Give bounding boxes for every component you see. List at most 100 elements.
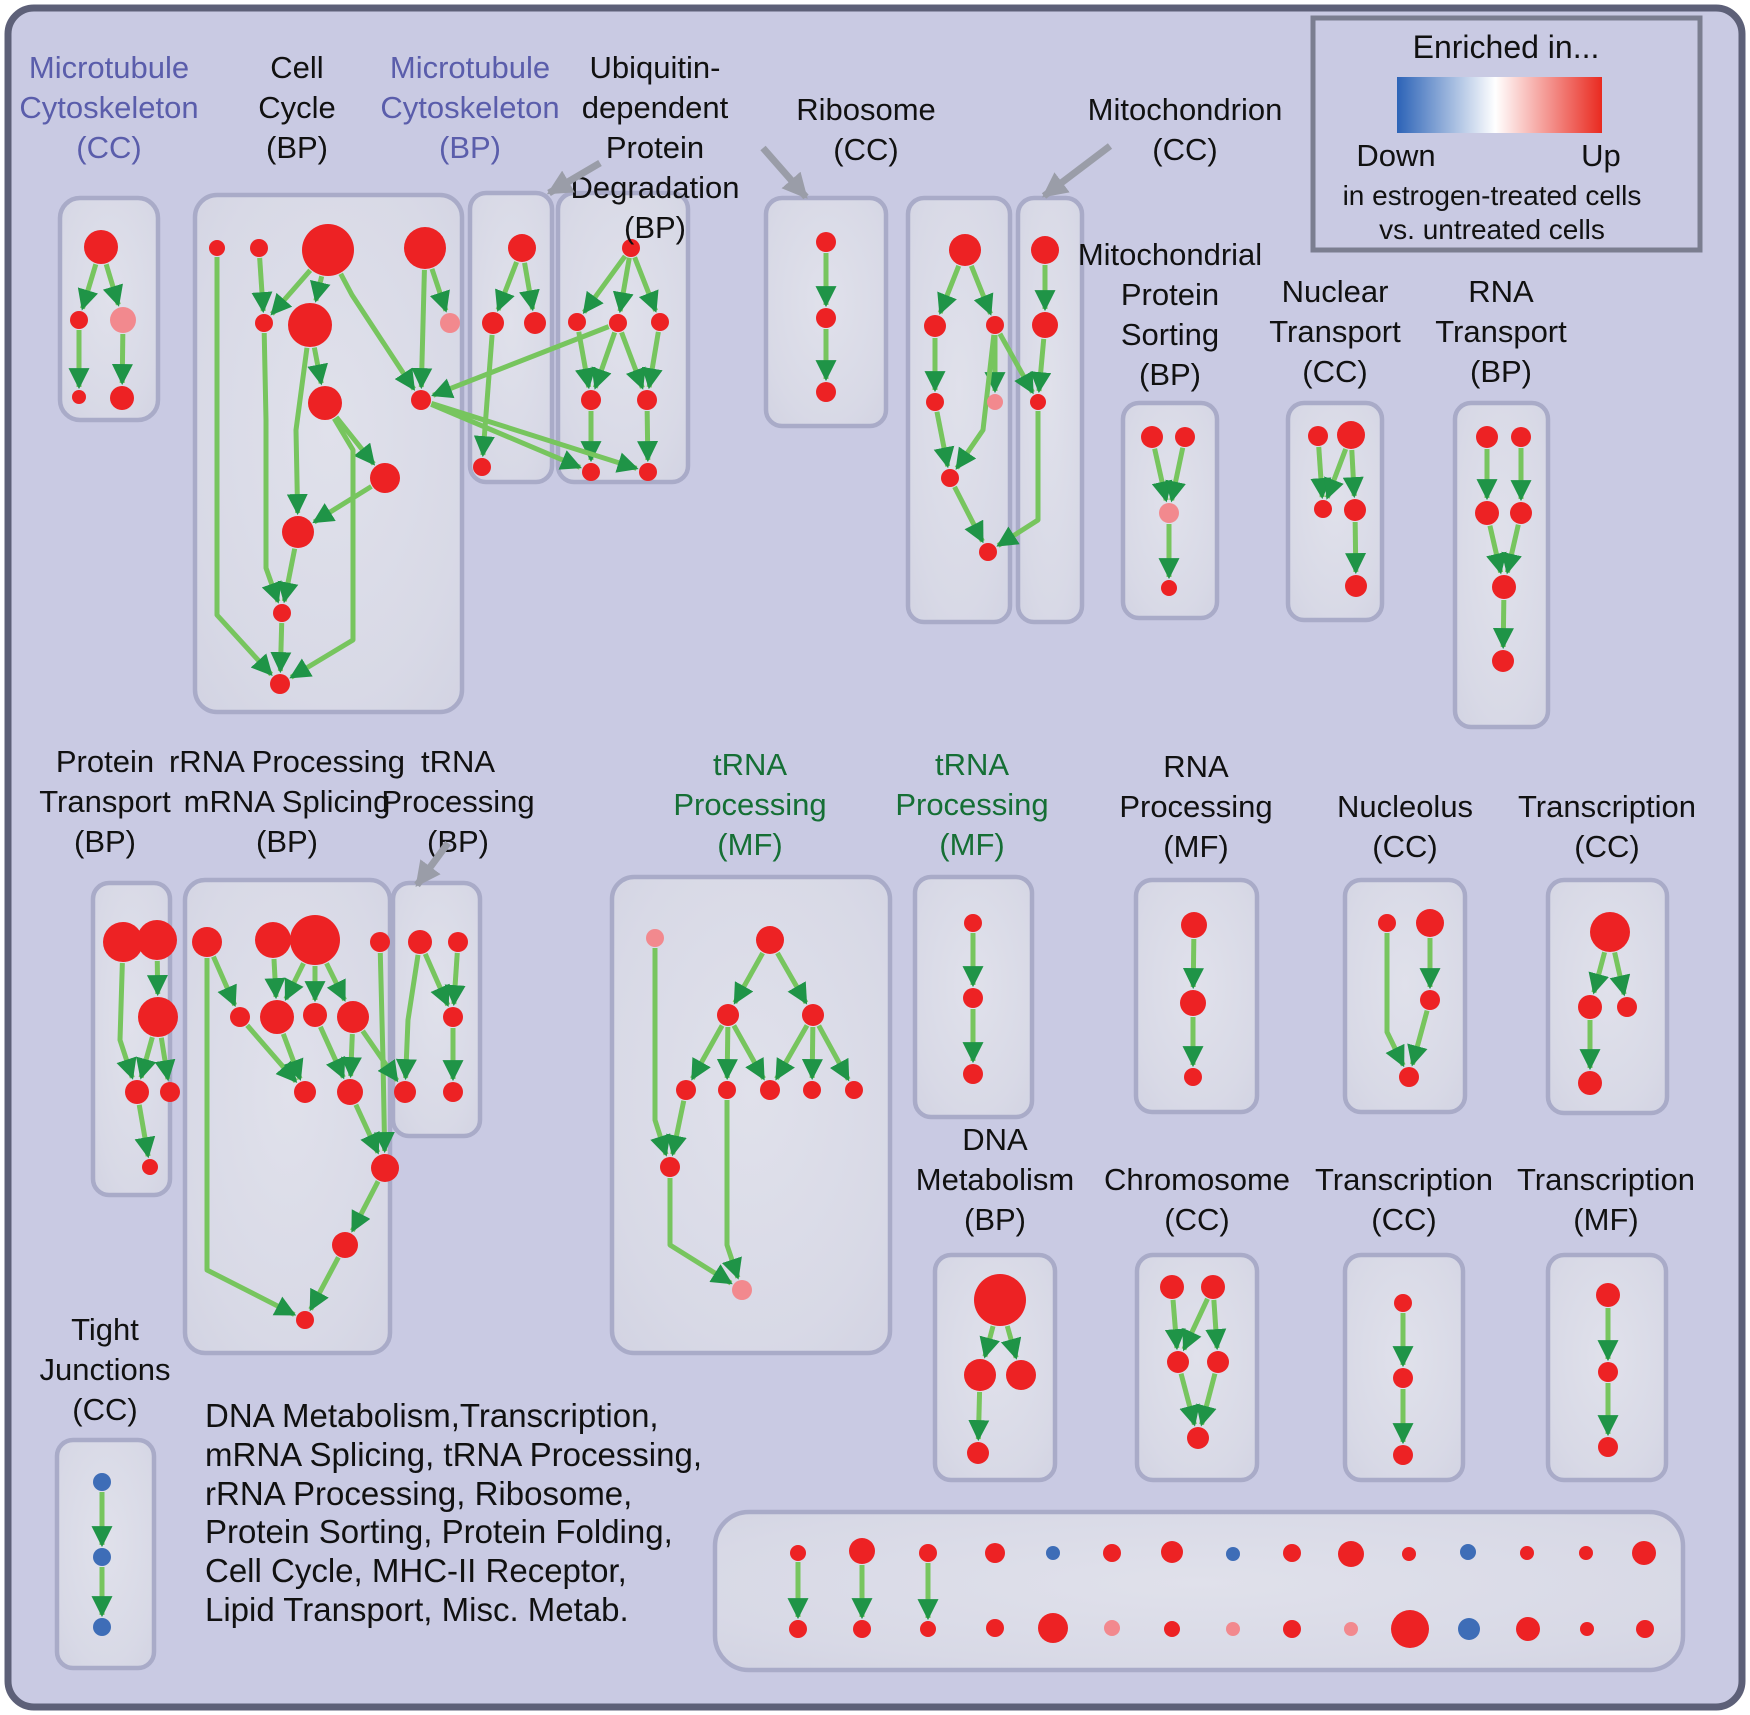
group-label-line: Cell [270,50,323,85]
diagram-layer: Microtubule Cytoskeleton (CC) Cell Cycle (BP)… [19,50,1696,1673]
group-box [90,880,173,1198]
node [337,1001,369,1033]
node [1187,1427,1209,1449]
edge [430,401,582,470]
edge [353,1103,381,1155]
node [926,393,944,411]
node [1492,650,1514,672]
node [1579,1546,1593,1560]
group-rna-transport-bp: RNA Transport (BP) [1435,274,1567,730]
node [93,1548,111,1566]
edge [495,261,519,312]
node [941,469,959,487]
edge [307,347,328,386]
node [270,674,290,694]
group-label-line: mRNA Splicing [184,784,391,819]
group-box [1285,400,1385,623]
group-chromosome-cc: Chromosome (CC) [1104,1162,1290,1483]
node [1394,1294,1412,1312]
misc-cluster-annotation: DNA Metabolism,Transcription, mRNA Splic… [205,1397,702,1628]
group-label-line: Processing [381,784,534,819]
node [473,458,491,476]
node [1337,421,1365,449]
node [1006,1360,1036,1390]
edge [632,256,659,313]
group-label-line: (MF) [1573,1202,1638,1237]
node [160,1082,180,1102]
node [732,1280,752,1300]
node [1399,1067,1419,1087]
group-label-line: Processing [673,787,826,822]
group-label-line: Processing [895,787,1048,822]
group-label-line: (CC) [1302,354,1367,389]
node [717,1004,739,1026]
edge [816,1024,851,1082]
group-tight-junctions-cc: Tight Junctions (CC) [40,1312,170,1671]
node [125,1080,149,1104]
node [1103,1544,1121,1562]
edge [1501,524,1522,575]
group-dna-metabolism-bp: DNA Metabolism (BP) [916,1122,1074,1483]
node [1590,912,1630,952]
edge [775,951,809,1005]
node [985,1543,1005,1563]
node [963,988,983,1008]
node [581,390,601,410]
edge [116,962,137,1080]
edge [1178,1372,1200,1427]
group-label-line: (CC) [1574,829,1639,864]
group-label-line: Ribosome [796,92,936,127]
node [1580,1622,1594,1636]
node [1184,1068,1202,1086]
group-label-line: Protein [606,130,704,165]
edge [996,411,1041,548]
edge [650,948,671,1157]
node [1308,426,1328,446]
node [70,311,88,329]
edge [575,331,596,390]
node [1596,1283,1620,1307]
node [1314,500,1332,518]
node [760,1080,780,1100]
group-label-line: tRNA [713,747,787,782]
node [303,1003,327,1027]
node [1578,995,1602,1019]
node [582,463,600,481]
node [1492,575,1516,599]
edge [968,264,994,316]
group-label-line: Microtubule [390,50,550,85]
edge [1165,447,1186,503]
edge [338,272,416,391]
node [1030,394,1046,410]
node [142,1159,158,1175]
node [802,1004,824,1026]
legend-note-line1: in estrogen-treated cells [1343,180,1642,211]
annotation-line: rRNA Processing, Ribosome, [205,1475,632,1512]
edge [77,263,99,311]
node [1520,1546,1534,1560]
group-label-line: Nucleolus [1337,789,1473,824]
node [370,932,390,952]
edge [1609,951,1631,997]
edge [716,1026,738,1081]
edge [721,1100,742,1280]
node [192,927,222,957]
group-label-line: Transport [1269,314,1401,349]
edge [264,958,286,1000]
group-label-line: Mitochondrion [1088,92,1283,127]
group-box [1342,877,1468,1115]
edge [350,1180,381,1233]
edge [1205,1299,1227,1351]
edge [1324,448,1349,500]
group-label-line: Degradation [571,170,740,205]
edge [1384,933,1406,1068]
node [448,932,468,952]
node [987,394,1003,410]
node [790,1545,806,1561]
node [1598,1437,1618,1457]
node [1207,1351,1229,1373]
group-label-line: Chromosome [1104,1162,1290,1197]
node [1344,499,1366,521]
node [1032,312,1058,338]
node [137,920,177,960]
